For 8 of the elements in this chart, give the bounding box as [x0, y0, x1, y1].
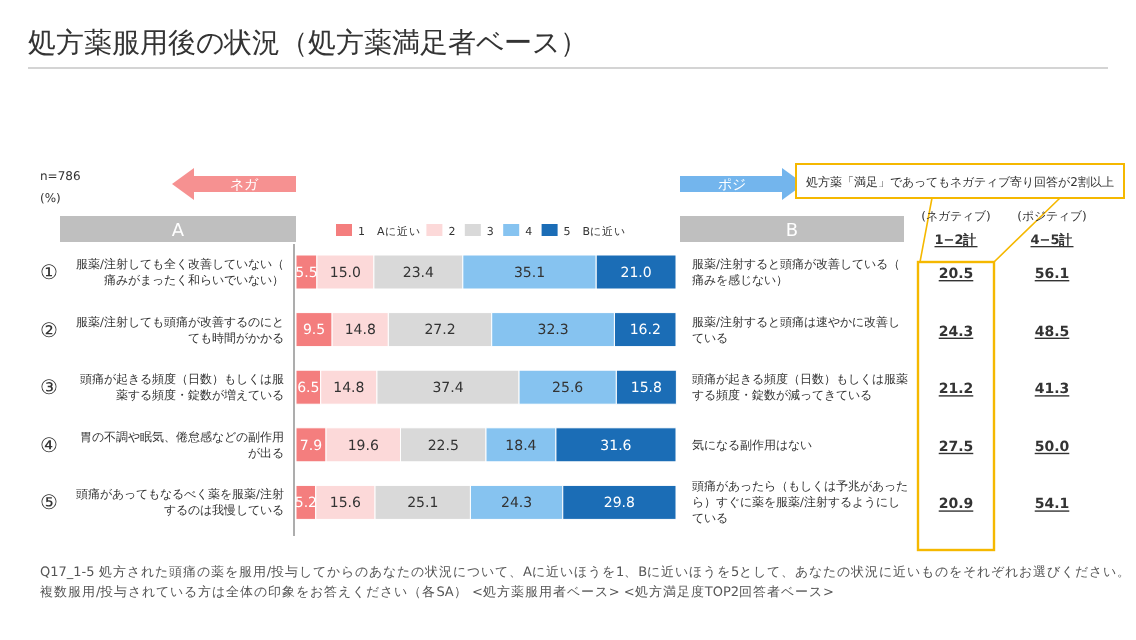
y-tick-label: ① — [40, 263, 58, 285]
y-tick-label: ⑤ — [40, 493, 58, 516]
y-tick-label: ② — [40, 320, 58, 343]
chart-title: 処方薬服用後の状況（処方薬満足者ベース） — [28, 28, 588, 60]
text: B — [785, 222, 799, 242]
y-tick-label: ④ — [40, 435, 58, 458]
y-tick-label: ③ — [40, 378, 58, 401]
text: A — [171, 222, 186, 242]
